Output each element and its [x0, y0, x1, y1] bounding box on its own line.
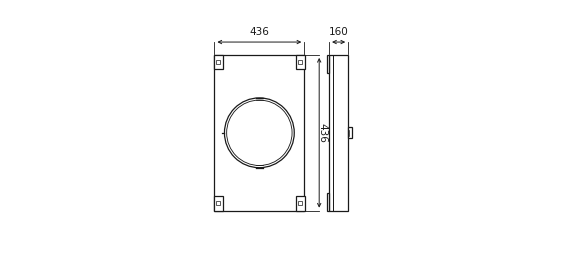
Circle shape	[224, 98, 294, 168]
Bar	[296, 196, 305, 211]
Text: 436: 436	[318, 123, 328, 143]
Bar	[216, 202, 220, 205]
Bar	[213, 196, 223, 211]
Bar	[213, 55, 223, 69]
Text: 160: 160	[329, 27, 349, 37]
Bar	[216, 60, 220, 64]
Bar	[296, 55, 305, 69]
Bar	[215, 55, 304, 211]
Bar	[348, 127, 352, 138]
Bar	[327, 193, 329, 211]
Bar	[298, 202, 302, 205]
Bar	[327, 55, 329, 73]
Bar	[298, 60, 302, 64]
Bar	[329, 55, 348, 211]
Text: 436: 436	[249, 27, 269, 37]
